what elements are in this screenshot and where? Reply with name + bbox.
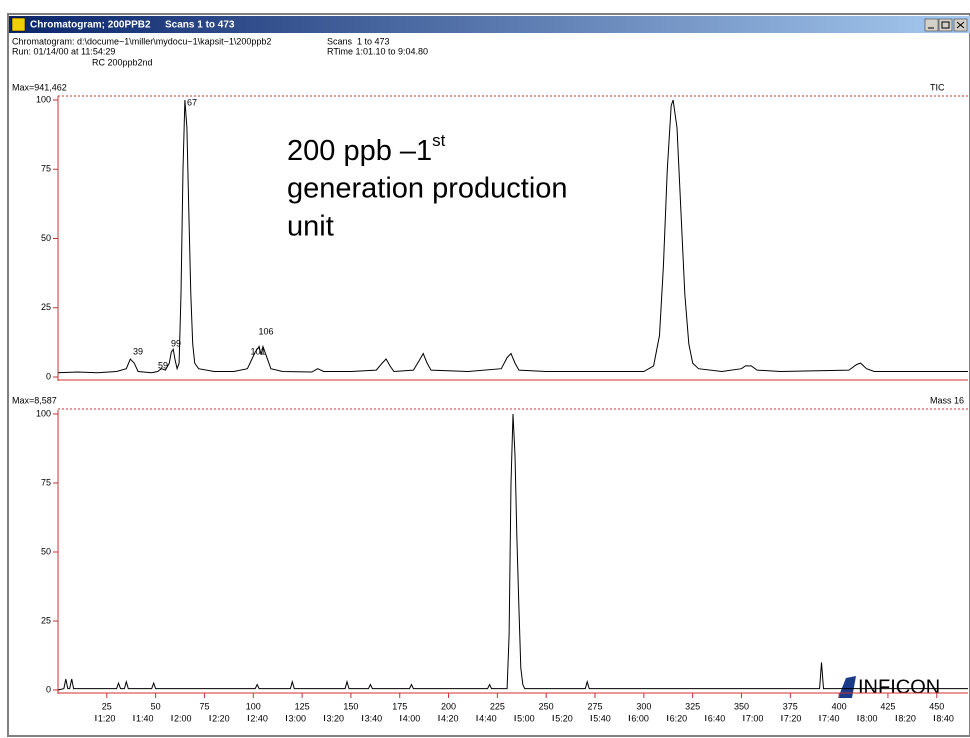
x-tick-label: 25 — [102, 701, 112, 711]
y-tick-label: 50 — [41, 546, 51, 556]
title-bar — [9, 16, 970, 33]
max-label: Max=8,587 — [12, 395, 57, 405]
annotation-superscript: st — [432, 131, 446, 150]
y-tick-label: 75 — [41, 164, 51, 174]
time-tick-label: 5:40 — [593, 713, 611, 723]
x-tick-label: 300 — [636, 701, 651, 711]
trace-label: Mass 16 — [930, 395, 964, 405]
peak-label: 39 — [133, 346, 143, 356]
annotation-line2: generation production — [287, 173, 568, 205]
y-tick-label: 25 — [41, 302, 51, 312]
trace-line — [57, 99, 968, 374]
time-tick-label: 4:00 — [403, 713, 421, 723]
time-tick-label: 2:40 — [250, 713, 268, 723]
minimize-button[interactable] — [924, 18, 939, 32]
x-tick-label: 375 — [783, 701, 798, 711]
x-tick-label: 275 — [588, 701, 603, 711]
x-tick-label: 125 — [295, 701, 310, 711]
time-tick-label: 2:00 — [174, 713, 192, 723]
annotation-line3: unit — [287, 211, 334, 243]
close-icon — [956, 21, 965, 29]
time-tick-label: 4:20 — [441, 713, 459, 723]
time-tick-label: 3:00 — [288, 713, 306, 723]
time-tick-label: 5:00 — [517, 713, 535, 723]
y-tick-label: 50 — [41, 233, 51, 243]
logo: INFICON — [858, 676, 940, 698]
x-tick-label: 175 — [392, 701, 407, 711]
time-tick-label: 6:20 — [670, 713, 688, 723]
x-tick-label: 200 — [441, 701, 456, 711]
time-tick-label: 1:20 — [98, 713, 116, 723]
annotation-line1: 200 ppb –1 — [287, 135, 432, 167]
time-tick-label: 8:40 — [936, 713, 954, 723]
time-tick-label: 7:40 — [822, 713, 840, 723]
x-tick-label: 450 — [929, 701, 944, 711]
x-tick-label: 400 — [832, 701, 847, 711]
header-file: Chromatogram: d:\docume~1\miller\mydocu~… — [12, 36, 271, 46]
header-run: Run: 01/14/00 at 11:54:29 — [12, 46, 115, 56]
time-tick-label: 5:20 — [555, 713, 573, 723]
x-tick-label: 250 — [539, 701, 554, 711]
x-tick-label: 100 — [246, 701, 261, 711]
peak-label: 59 — [158, 360, 168, 370]
y-tick-label: 0 — [46, 371, 51, 381]
y-tick-label: 0 — [46, 684, 51, 694]
header-comment: RC 200ppb2nd — [92, 57, 153, 67]
peak-label: 99 — [171, 338, 181, 348]
x-tick-label: 50 — [151, 701, 161, 711]
time-tick-label: 6:00 — [631, 713, 649, 723]
maximize-icon — [941, 21, 950, 29]
time-tick-label: 1:40 — [136, 713, 154, 723]
peak-label: 67 — [187, 97, 197, 107]
time-tick-label: 6:40 — [708, 713, 726, 723]
y-tick-label: 75 — [41, 477, 51, 487]
time-tick-label: 7:20 — [784, 713, 802, 723]
x-tick-label: 225 — [490, 701, 505, 711]
x-tick-label: 425 — [880, 701, 895, 711]
time-tick-label: 2:20 — [212, 713, 230, 723]
y-tick-label: 25 — [41, 615, 51, 625]
max-label: Max=941,462 — [12, 82, 67, 92]
time-tick-label: 8:00 — [860, 713, 878, 723]
time-tick-label: 3:20 — [327, 713, 345, 723]
time-tick-label: 7:00 — [746, 713, 764, 723]
window-title: Chromatogram; 200PPB2 — [30, 20, 151, 31]
header-scans: 1 to 473 — [357, 36, 390, 46]
y-tick-label: 100 — [36, 408, 51, 418]
x-tick-label: 325 — [685, 701, 700, 711]
x-tick-label: 150 — [343, 701, 358, 711]
peak-label: 106 — [258, 326, 273, 336]
time-tick-label: 4:40 — [479, 713, 497, 723]
header-scans-label: Scans — [327, 36, 353, 46]
y-tick-label: 100 — [36, 94, 51, 104]
maximize-button[interactable] — [938, 18, 953, 32]
x-tick-label: 350 — [734, 701, 749, 711]
time-tick-label: 3:40 — [365, 713, 383, 723]
header-rtime: RTime 1:01.10 to 9:04.80 — [327, 46, 428, 56]
window-title-scans: Scans 1 to 473 — [165, 20, 235, 31]
annotation: 200 ppb –1st — [287, 131, 446, 166]
trace-line — [57, 413, 968, 691]
x-tick-label: 75 — [199, 701, 209, 711]
trace-label: TIC — [930, 82, 945, 92]
time-tick-label: 8:20 — [898, 713, 916, 723]
window-buttons[interactable] — [924, 18, 968, 32]
app-icon — [11, 17, 26, 32]
peak-label: 101 — [250, 346, 265, 356]
window-frame — [7, 13, 970, 737]
